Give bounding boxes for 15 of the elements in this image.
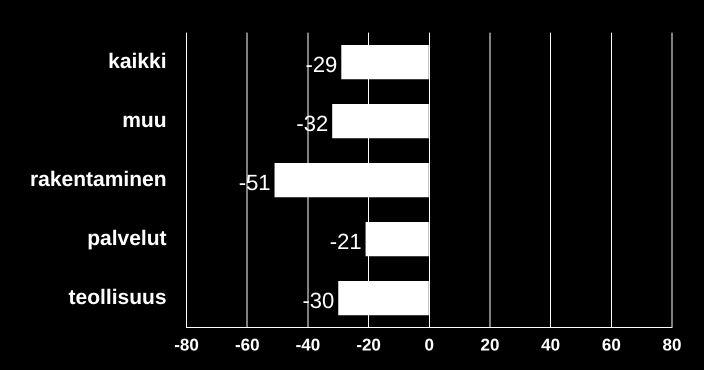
y-tick-label: rakentaminen <box>30 168 167 191</box>
y-tick-label: palvelut <box>87 226 167 250</box>
x-tick-label: -20 <box>356 335 381 354</box>
x-tick-label: -40 <box>296 335 320 354</box>
x-tick-label: 0 <box>424 335 434 354</box>
y-tick-label: muu <box>122 108 167 132</box>
x-tick-label: 20 <box>480 335 500 354</box>
y-tick-label: kaikki <box>108 50 167 73</box>
x-tick-label: 40 <box>541 335 560 354</box>
x-tick-label: 80 <box>662 335 682 354</box>
y-tick-label: teollisuus <box>68 286 167 309</box>
x-tick-label: -60 <box>234 335 260 354</box>
x-tick-label: 60 <box>602 335 621 354</box>
data-label: -21 <box>330 229 362 254</box>
x-tick-label: -80 <box>174 335 199 354</box>
